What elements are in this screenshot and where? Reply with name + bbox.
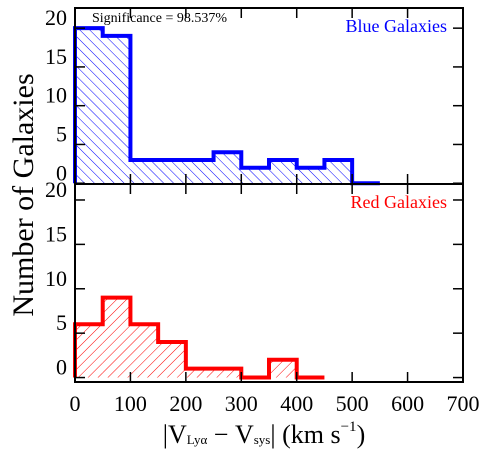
panel-label: Blue Galaxies (346, 16, 447, 36)
x-axis-label-part: Lyα (187, 432, 208, 447)
y-tick-label: 10 (45, 83, 67, 108)
histogram-bar (102, 35, 131, 184)
y-tick-label: 20 (45, 177, 67, 202)
histogram-bar (213, 368, 242, 378)
histogram-bar (75, 324, 103, 378)
histogram-bar (296, 167, 325, 184)
x-axis-label: |VLyα − Vsys| (km s−1) (163, 419, 365, 449)
x-axis-label-part: −1 (341, 419, 357, 435)
histogram-bar (185, 368, 214, 378)
y-tick-label: 20 (45, 5, 67, 30)
histogram-bar (158, 159, 186, 184)
histogram-outline (73, 26, 380, 186)
x-tick-label: 700 (447, 391, 480, 416)
y-tick-label: 5 (56, 122, 67, 147)
axes-frame (74, 183, 464, 383)
panel-label: Red Galaxies (351, 192, 447, 212)
y-tick-label: 15 (45, 44, 67, 69)
histogram-bar (269, 159, 297, 184)
x-tick-label: 200 (169, 391, 202, 416)
y-tick-label: 0 (56, 355, 67, 380)
annotation: Significance = 98.537% (92, 11, 227, 26)
x-tick-label: 100 (114, 391, 147, 416)
histogram-bar (130, 324, 159, 378)
y-tick-label: 5 (56, 310, 67, 335)
histogram-bar (185, 159, 214, 184)
x-tick-label: 0 (70, 391, 81, 416)
histogram-outline (73, 295, 325, 380)
x-axis-label-part: sys (254, 432, 271, 447)
histogram-bar (324, 159, 353, 184)
x-tick-label: 600 (391, 391, 424, 416)
histogram-bar (213, 152, 242, 184)
histogram-bar (158, 342, 186, 378)
y-tick-label: 10 (45, 266, 67, 291)
histogram-bar (269, 359, 297, 378)
x-axis-label-part: − V (207, 420, 254, 449)
histogram-bar (130, 159, 159, 184)
x-tick-label: 300 (225, 391, 258, 416)
y-tick-label: 15 (45, 221, 67, 246)
x-axis-label-part: |V (163, 420, 187, 449)
x-tick-label: 500 (336, 391, 369, 416)
x-axis-label-part: | (km s (270, 420, 340, 449)
x-tick-label: 400 (280, 391, 313, 416)
histogram-bar (102, 297, 131, 378)
x-axis-label-part: ) (357, 420, 366, 449)
y-axis-label: Number of Galaxies (7, 73, 40, 316)
y-tick-label: 0 (56, 160, 67, 185)
histogram-bar (241, 167, 269, 184)
